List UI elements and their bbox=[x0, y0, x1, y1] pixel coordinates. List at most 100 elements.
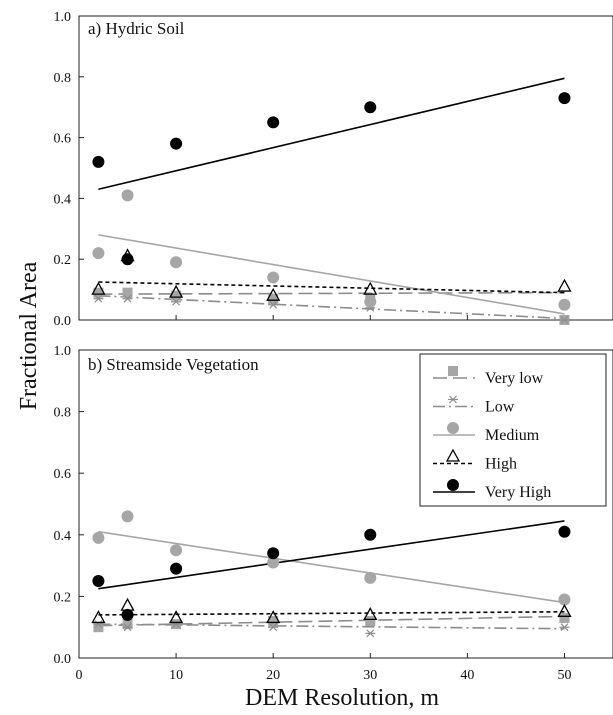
data-point-low-stroke bbox=[560, 623, 569, 632]
y-tick-label: 1.0 bbox=[54, 344, 72, 359]
panel-title: a) Hydric Soil bbox=[88, 19, 185, 38]
data-point-low bbox=[268, 300, 279, 309]
data-point-high bbox=[120, 597, 135, 611]
data-point-high-shape bbox=[168, 610, 184, 624]
y-tick-label: 0.2 bbox=[54, 590, 72, 605]
trend-line-low bbox=[98, 623, 565, 630]
panel-streamside-vegetation: b) Streamside Vegetation 0.0 0.2 0.4 0.6 0.8… bbox=[54, 344, 613, 683]
data-point-very-high bbox=[121, 253, 134, 266]
data-point-high bbox=[168, 284, 184, 298]
data-point-high bbox=[557, 278, 572, 292]
legend: Very low Low Medium High Very High bbox=[419, 353, 607, 507]
data-point-very-low bbox=[122, 619, 133, 630]
trend-line-very-low bbox=[98, 615, 565, 627]
data-point-very-high-shape bbox=[364, 101, 377, 114]
data-point-low-stroke bbox=[123, 623, 132, 632]
data-point-high-shape bbox=[91, 610, 106, 624]
data-point-very-low-shape bbox=[122, 619, 133, 630]
panel-hydric-soil: a) Hydric Soil 0.0 0.2 0.4 0.6 0.8 1.0 bbox=[54, 10, 613, 329]
data-point-medium-shape bbox=[267, 556, 280, 569]
data-point-low-stroke bbox=[366, 629, 375, 638]
data-point-high-shape bbox=[266, 610, 281, 624]
legend-marker-shape bbox=[445, 448, 461, 462]
legend-marker bbox=[447, 479, 459, 491]
data-point-low-stroke bbox=[94, 294, 103, 303]
data-point-very-high bbox=[121, 608, 134, 621]
data-point-very-low bbox=[122, 287, 133, 298]
data-point-high-shape bbox=[266, 287, 281, 301]
data-point-very-low-shape bbox=[93, 287, 104, 298]
x-tick-label: 20 bbox=[266, 668, 280, 683]
data-point-high bbox=[557, 603, 572, 617]
data-point-very-low bbox=[268, 616, 279, 627]
data-point-medium bbox=[558, 593, 571, 606]
data-point-medium bbox=[170, 256, 183, 269]
y-axis-label: Fractional Area bbox=[16, 261, 42, 410]
data-point-very-high bbox=[267, 116, 280, 129]
data-point-low bbox=[171, 620, 182, 629]
data-point-low bbox=[122, 294, 133, 303]
x-tick-label: 50 bbox=[557, 668, 571, 683]
legend-label: Very low bbox=[485, 370, 544, 387]
data-point-low bbox=[93, 620, 104, 629]
data-point-medium bbox=[121, 510, 134, 523]
data-point-very-high bbox=[170, 137, 183, 150]
data-point-high-shape bbox=[168, 284, 184, 298]
data-point-high bbox=[363, 281, 378, 295]
panel-frame bbox=[78, 15, 613, 321]
data-point-medium-shape bbox=[92, 531, 105, 544]
data-point-medium bbox=[121, 189, 134, 202]
data-point-medium-shape bbox=[558, 298, 571, 311]
data-point-very-low-shape bbox=[122, 287, 133, 298]
x-tick-label: 30 bbox=[363, 668, 377, 683]
data-point-very-high-shape bbox=[267, 116, 280, 129]
data-point-low bbox=[268, 623, 279, 632]
data-point-high bbox=[168, 610, 184, 624]
data-point-very-high-shape bbox=[121, 253, 134, 266]
data-point-low bbox=[559, 623, 570, 632]
data-point-very-low-shape bbox=[268, 293, 279, 304]
data-point-high bbox=[266, 287, 281, 301]
trend-line-very-high bbox=[98, 520, 565, 590]
data-point-high-shape bbox=[91, 281, 106, 295]
data-point-medium bbox=[92, 247, 105, 260]
data-point-medium bbox=[92, 531, 105, 544]
data-point-medium-shape bbox=[267, 271, 280, 284]
data-point-high bbox=[266, 610, 281, 624]
data-point-low-stroke bbox=[94, 620, 103, 629]
y-tick-label: 1.0 bbox=[54, 10, 72, 25]
legend-label: Medium bbox=[485, 427, 540, 444]
data-point-high-shape bbox=[363, 607, 378, 621]
data-point-very-high bbox=[558, 525, 571, 538]
trend-line-medium bbox=[98, 530, 565, 604]
trend-line-high bbox=[98, 281, 565, 294]
data-point-medium bbox=[364, 295, 377, 308]
data-point-low bbox=[93, 294, 104, 303]
legend-marker-stroke bbox=[449, 395, 457, 404]
data-point-very-high-shape bbox=[92, 155, 105, 168]
trend-line-medium bbox=[98, 234, 565, 315]
data-point-medium bbox=[267, 556, 280, 569]
x-tick-label: 40 bbox=[460, 668, 474, 683]
data-point-low-stroke bbox=[269, 300, 278, 309]
y-tick-label: 0.6 bbox=[54, 467, 72, 482]
data-point-very-high-shape bbox=[267, 547, 280, 560]
data-point-high-shape bbox=[363, 281, 378, 295]
legend-marker-shape bbox=[447, 422, 459, 434]
legend-marker-shape bbox=[447, 479, 459, 491]
legend-marker-shape bbox=[448, 366, 458, 376]
y-tick-label: 0.4 bbox=[54, 192, 72, 207]
data-point-medium bbox=[170, 544, 183, 557]
data-point-low-stroke bbox=[172, 620, 181, 629]
legend-marker bbox=[445, 448, 461, 462]
data-point-very-high-shape bbox=[170, 137, 183, 150]
data-point-low bbox=[365, 629, 376, 638]
y-tick-label: 0.8 bbox=[54, 406, 72, 421]
data-point-medium-shape bbox=[170, 544, 183, 557]
data-point-low bbox=[559, 316, 570, 324]
data-point-very-low-shape bbox=[268, 616, 279, 627]
data-point-very-high bbox=[267, 547, 280, 560]
legend-marker bbox=[448, 395, 458, 404]
legend-marker bbox=[447, 422, 459, 434]
x-tick-label: 10 bbox=[169, 668, 183, 683]
